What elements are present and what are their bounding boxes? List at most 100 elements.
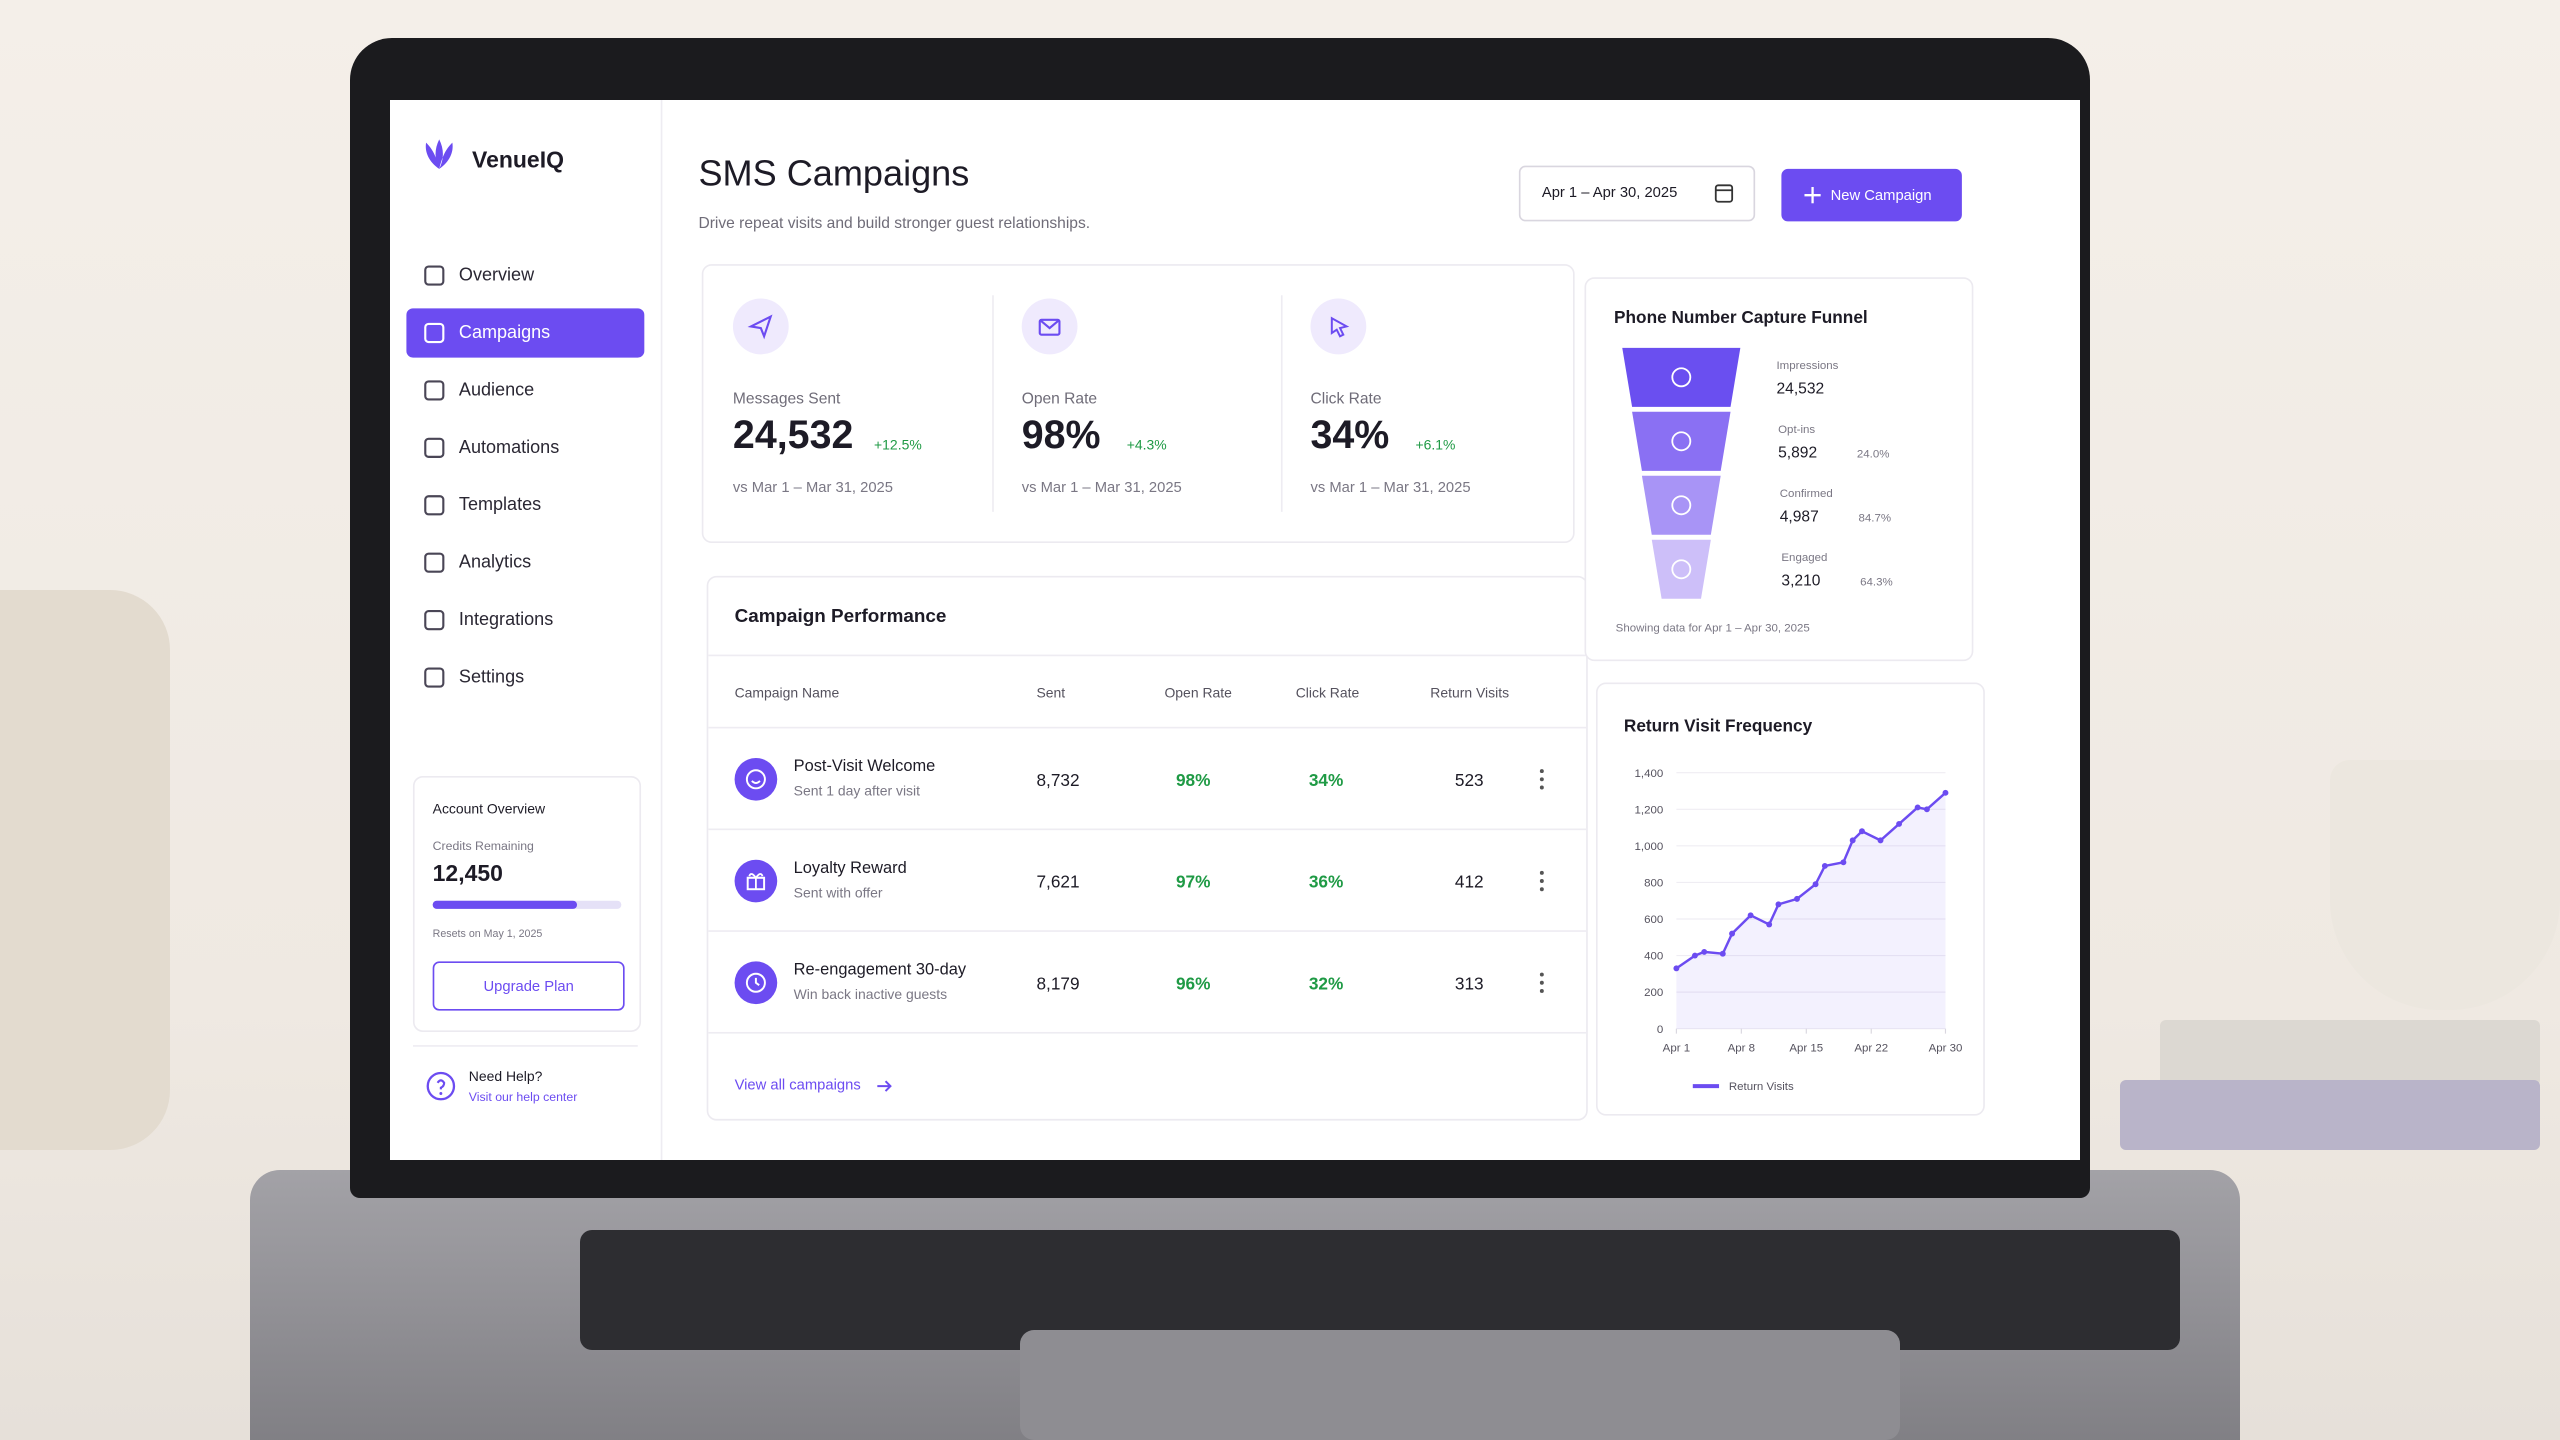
nav-item[interactable]: Templates [406,481,644,530]
row-menu[interactable] [1539,768,1546,791]
funnel-stage [1641,475,1721,535]
kpi-value: 34% [1310,413,1390,458]
book [2160,1020,2540,1086]
help-link[interactable]: Visit our help center [468,1089,578,1105]
campaign-name: Post-Visit Welcome [793,757,936,777]
data-point [1877,837,1884,844]
campaign-subtitle: Win back inactive guests [793,986,948,1003]
credits-label: Credits Remaining [432,838,534,854]
nav-item[interactable]: Campaigns [406,308,645,358]
account-card: Account Overview Credits Remaining 12,450 R… [412,776,642,1032]
kpi-label: Open Rate [1021,390,1098,409]
y-tick-label: 1,400 [1635,768,1664,780]
cell-return-visits: 412 [1454,872,1484,893]
funnel-stage-rate: 64.3% [1860,577,1893,589]
nav-item[interactable]: Overview [406,251,644,300]
kpi-divider [1280,295,1283,512]
line-chart: 0 200 400 600 800 1,000 1,200 1,400 Apr 1 Apr 8 Ap… [1635,768,1963,1093]
new-campaign-label: New Campaign [1830,186,1932,204]
cell-open-rate: 96% [1175,974,1211,995]
y-tick-label: 600 [1644,914,1663,926]
nav-item[interactable]: Automations [406,423,644,472]
cup [2330,760,2560,1010]
campaign-name: Re-engagement 30-day [793,961,967,980]
nav-item[interactable]: Integrations [406,596,644,645]
row-menu[interactable] [1539,870,1546,893]
area-fill [1676,792,1946,1029]
kpi-glyph [747,314,773,340]
trackpad [1020,1330,1900,1440]
nav-item[interactable]: Settings [406,653,644,702]
upgrade-button[interactable]: Upgrade Plan [432,961,625,1011]
data-point [1673,965,1680,972]
help-title: Need Help? [468,1068,543,1085]
funnel-stage [1651,539,1711,599]
funnel-note: Showing data for Apr 1 – Apr 30, 2025 [1615,623,1810,635]
cell-open-rate: 97% [1175,872,1211,893]
campaign-icon [734,961,778,1005]
chart-title: Return Visit Frequency [1623,716,1813,737]
data-point [1719,950,1726,957]
y-tick-label: 0 [1657,1024,1663,1036]
plant-pot [0,590,170,1150]
funnel-card: Phone Number Capture Funnel Impressions 24… [1584,277,1974,662]
data-point [1923,806,1930,813]
cell-open-rate: 98% [1175,771,1211,791]
data-point [1896,820,1903,827]
kpi-change: +12.5% [874,436,922,453]
nav-icon [424,495,445,516]
campaign-performance-card: Campaign Performance Campaign Name Sent Ope… [706,575,1588,1121]
nav-label: Integrations [458,610,554,630]
cell-return-visits: 523 [1454,771,1484,791]
page-subtitle: Drive repeat visits and build stronger g… [698,214,1091,233]
calendar-icon [1714,184,1734,203]
help-divider [412,1045,638,1047]
legend-label: Return Visits [1729,1081,1794,1093]
plus-icon [1804,186,1821,204]
view-all-link[interactable]: View all campaigns [734,1076,861,1093]
nav-item[interactable]: Audience [406,366,644,415]
kpi-label: Click Rate [1310,390,1382,409]
kpi: Open Rate 98% +4.3% vs Mar 1 – Mar 31, 2025 [992,266,1281,542]
funnel-stage-label: Impressions [1776,360,1839,373]
kpi-value: 24,532 [732,413,854,458]
new-campaign-button[interactable]: New Campaign [1781,168,1962,222]
kpi: Click Rate 34% +6.1% vs Mar 1 – Mar 31, 202… [1280,266,1570,542]
date-picker[interactable]: Apr 1 – Apr 30, 2025 [1518,165,1756,222]
table-row[interactable]: Loyalty Reward Sent with offer 7,621 97% 36%… [708,830,1587,932]
campaign-icon [734,757,778,801]
nav-label: Settings [458,667,525,688]
nav-item[interactable]: Analytics [406,538,644,587]
funnel-stage-icon [1671,431,1692,452]
nav-label: Templates [458,495,542,516]
funnel-stage-label: Engaged [1781,552,1828,565]
funnel-graphic [1622,347,1741,599]
row-menu[interactable] [1539,971,1546,994]
funnel-stage-rate: 24.0% [1856,449,1890,461]
column-header: Sent [1036,684,1066,701]
data-point [1942,789,1949,796]
nav-label: Automations [458,438,560,458]
dashboard: VenueIQ Overview Campaigns Audience Automati… [390,100,2080,1160]
nav-icon [424,437,445,458]
data-point [1775,901,1782,908]
campaign-icon [734,859,778,903]
row-divider [708,726,1587,729]
y-tick-label: 200 [1644,987,1663,999]
data-point [1859,828,1865,835]
sidebar: VenueIQ Overview Campaigns Audience Automati… [390,100,663,1160]
arrow-icon [877,1080,892,1092]
data-point [1821,863,1828,869]
data-point [1691,952,1698,959]
table-row[interactable]: Post-Visit Welcome Sent 1 day after visit… [708,728,1587,831]
brand-logo [425,139,453,169]
table-row[interactable]: Re-engagement 30-day Win back inactive gu… [708,932,1587,1034]
nav-label: Campaigns [458,323,551,343]
nav-label: Analytics [458,552,532,573]
row-divider [708,930,1587,932]
kpi-value: 98% [1021,413,1101,458]
column-header: Return Visits [1430,684,1510,701]
kpi-icon [732,298,789,355]
